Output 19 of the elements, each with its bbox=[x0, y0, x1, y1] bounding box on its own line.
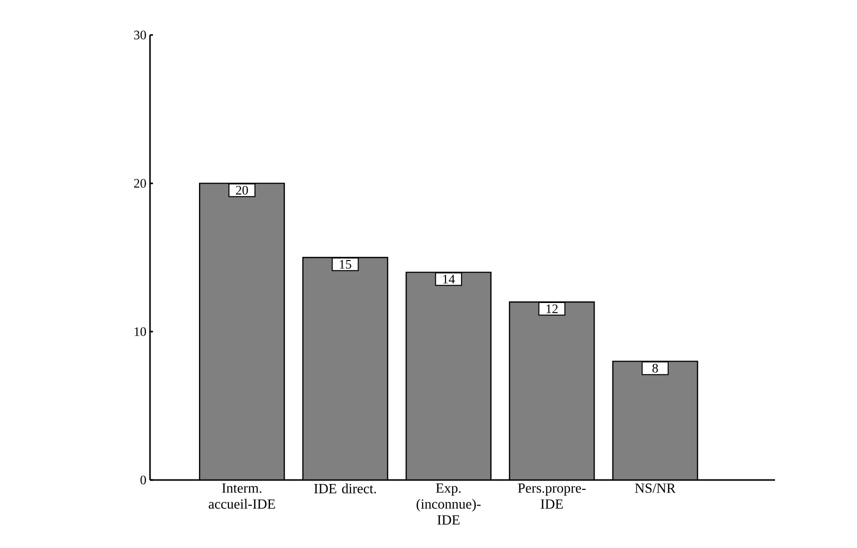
x-tick-label: Exp. (inconnue)-IDE bbox=[416, 484, 481, 525]
data-label: 8 bbox=[652, 364, 658, 373]
x-tick-label: NS/NR bbox=[635, 484, 676, 493]
bar bbox=[198, 182, 285, 480]
data-label: 12 bbox=[546, 304, 558, 314]
bar bbox=[406, 272, 492, 480]
y-tick-label: 30 bbox=[134, 30, 146, 40]
data-label: 15 bbox=[340, 260, 352, 269]
y-tick-label: 0 bbox=[140, 476, 146, 484]
y-tick-label: 20 bbox=[134, 178, 146, 188]
y-tick-label: 10 bbox=[134, 327, 146, 336]
data-label: 14 bbox=[443, 274, 455, 284]
x-tick-label: Interm. accueil-IDE bbox=[208, 484, 275, 509]
data-label: 20 bbox=[236, 186, 248, 195]
bar bbox=[508, 301, 595, 480]
bar bbox=[612, 360, 698, 480]
x-tick-label: IDE direct. bbox=[314, 484, 376, 494]
bar bbox=[302, 256, 388, 480]
x-tick-label: Pers.propre-IDE bbox=[518, 484, 586, 509]
